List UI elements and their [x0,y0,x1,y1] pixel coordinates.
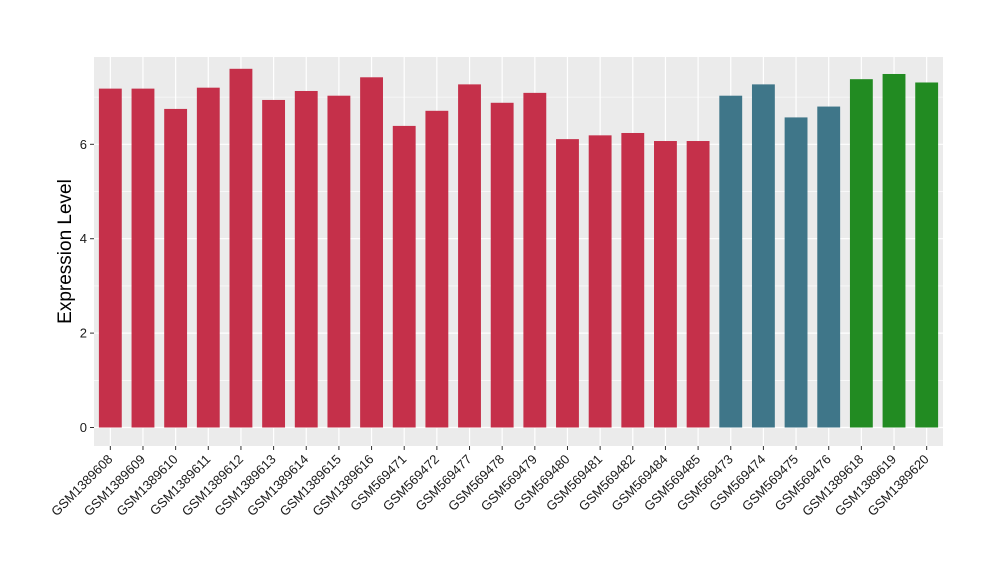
bar-GSM1389614 [294,90,318,428]
bars [98,68,939,428]
bar-GSM569485 [686,141,710,428]
bar-GSM569482 [621,132,645,428]
bar-GSM1389618 [849,79,873,428]
y-tick-label: 6 [80,137,87,152]
bar-GSM569471 [392,125,416,428]
bar-GSM1389616 [360,77,383,428]
y-tick-label: 4 [80,231,87,246]
bar-GSM1389612 [229,68,253,428]
x-axis: GSM1389608GSM1389609GSM1389610GSM1389611… [48,446,932,519]
bar-GSM1389620 [915,82,939,428]
y-tick-label: 0 [80,420,87,435]
bar-GSM1389613 [262,99,286,428]
bar-GSM569473 [719,95,743,428]
bar-GSM569480 [556,139,579,428]
bar-GSM1389611 [196,87,220,428]
bar-GSM1389608 [98,88,122,428]
bar-GSM1389619 [882,73,906,428]
plot-panel [94,57,943,446]
bar-GSM569481 [588,135,612,428]
bar-GSM569474 [751,84,775,428]
bar-GSM569484 [654,141,677,428]
bar-GSM569477 [458,84,481,428]
bar-GSM569476 [817,106,841,428]
bar-GSM1389610 [164,108,188,428]
y-axis-title: Expression Level [55,179,76,324]
bar-GSM569472 [425,110,449,428]
bar-GSM569479 [523,92,547,428]
bar-GSM1389615 [327,95,351,428]
bar-GSM569475 [784,117,808,428]
y-tick-label: 2 [80,326,87,341]
bar-GSM1389609 [131,88,155,428]
bar-GSM569478 [490,102,514,428]
y-axis: 0 2 4 6 [80,137,94,435]
